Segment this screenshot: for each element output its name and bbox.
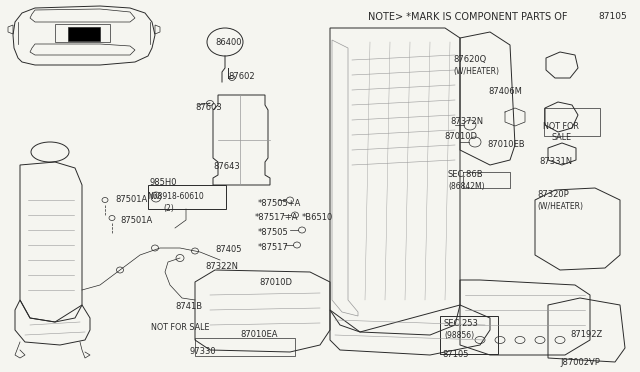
Text: 87405: 87405: [215, 245, 241, 254]
Text: SALE: SALE: [551, 133, 571, 142]
Bar: [68, 27, 100, 41]
Text: 87406M: 87406M: [488, 87, 522, 96]
Text: 985H0: 985H0: [150, 178, 177, 187]
Text: SEC.253: SEC.253: [444, 319, 479, 328]
Text: 87372N: 87372N: [450, 117, 483, 126]
Bar: [195, 338, 295, 356]
Text: 87105: 87105: [442, 350, 468, 359]
Text: 87602: 87602: [228, 72, 255, 81]
Text: 87010EB: 87010EB: [487, 140, 525, 149]
Text: *B6510: *B6510: [302, 213, 333, 222]
Text: J87002VP: J87002VP: [560, 358, 600, 367]
Text: NOT FOR SALE: NOT FOR SALE: [151, 323, 209, 332]
Text: 87620Q: 87620Q: [453, 55, 486, 64]
Text: 87010D: 87010D: [444, 132, 477, 141]
Text: 8741B: 8741B: [175, 302, 202, 311]
Text: N: N: [154, 194, 159, 200]
Text: 87192Z: 87192Z: [570, 330, 602, 339]
Text: 87603: 87603: [195, 103, 221, 112]
Text: 87010D: 87010D: [259, 278, 292, 287]
Text: 87331N: 87331N: [539, 157, 572, 166]
Text: *87505: *87505: [258, 228, 289, 237]
Text: (86842M): (86842M): [448, 182, 484, 191]
Text: NOT FOR: NOT FOR: [543, 122, 579, 131]
Text: 87105: 87105: [598, 12, 627, 21]
Text: 87501A: 87501A: [115, 195, 147, 204]
Text: *87517: *87517: [258, 243, 289, 252]
Text: 97330: 97330: [189, 347, 216, 356]
Text: *87505+A: *87505+A: [258, 199, 301, 208]
Text: 87501A: 87501A: [120, 216, 152, 225]
Text: NOTE> *MARK IS COMPONENT PARTS OF: NOTE> *MARK IS COMPONENT PARTS OF: [368, 12, 568, 22]
Text: (W/HEATER): (W/HEATER): [453, 67, 499, 76]
Bar: [440, 316, 498, 354]
Text: 87010EA: 87010EA: [240, 330, 278, 339]
Text: 87320P: 87320P: [537, 190, 569, 199]
Bar: [544, 108, 600, 136]
Text: *87517+A: *87517+A: [255, 213, 298, 222]
Text: 86400: 86400: [215, 38, 241, 47]
Bar: [148, 185, 226, 209]
Text: 87322N: 87322N: [205, 262, 238, 271]
Text: (W/HEATER): (W/HEATER): [537, 202, 583, 211]
Text: (2): (2): [163, 204, 173, 213]
Text: 87643: 87643: [213, 162, 240, 171]
Text: SEC.86B: SEC.86B: [448, 170, 484, 179]
Text: (98856): (98856): [444, 331, 474, 340]
Text: N08918-60610: N08918-60610: [147, 192, 204, 201]
